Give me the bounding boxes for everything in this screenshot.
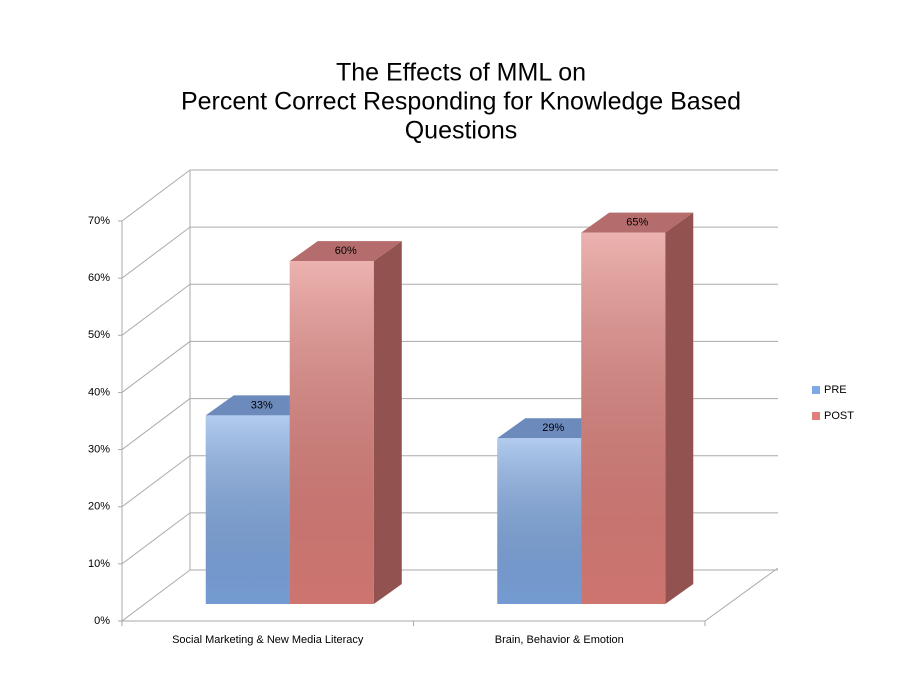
data-label: 29% [542,422,564,434]
y-tick-label: 10% [88,558,110,570]
grid-line [121,569,191,622]
bar-top [289,241,402,262]
chart-title: Percent Correct Responding for Knowledge… [181,88,741,116]
data-label: 33% [251,399,273,411]
y-tick-label: 50% [88,329,110,341]
bar-top-shade [581,212,694,233]
bar-top [581,212,694,233]
y-tick-label: 20% [88,501,110,513]
x-tick-label: Brain, Behavior & Emotion [495,634,624,646]
legend-label: PRE [824,384,847,396]
grid-line [121,512,191,565]
grid-line [121,283,191,336]
bar-shade [581,232,666,605]
y-tick-label: 60% [88,272,110,284]
bar-top-shade [289,241,402,262]
y-tick-label: 30% [88,443,110,455]
y-tick-label: 70% [88,215,110,227]
y-tick-label: 0% [94,615,110,627]
bar-shade [289,261,374,604]
grid-line [121,226,191,279]
legend-swatch [812,386,820,394]
data-label: 65% [626,216,648,228]
x-tick-label: Social Marketing & New Media Literacy [172,634,364,646]
chart-title: Questions [405,117,518,145]
grid-line [121,455,191,508]
bar-side-shade [665,212,694,605]
grid-line [121,398,191,450]
legend-label: POST [824,410,854,422]
bar-shade [497,438,582,604]
grid-line [121,169,191,222]
bar-shade [205,415,290,604]
grid-line [121,341,191,393]
chart-title: The Effects of MML on [336,59,586,87]
bar-side-shade [373,241,402,604]
bar-side [373,241,402,604]
legend-swatch [812,412,820,420]
data-label: 60% [335,245,357,257]
y-tick-label: 40% [88,386,110,398]
bar-side [665,212,694,605]
